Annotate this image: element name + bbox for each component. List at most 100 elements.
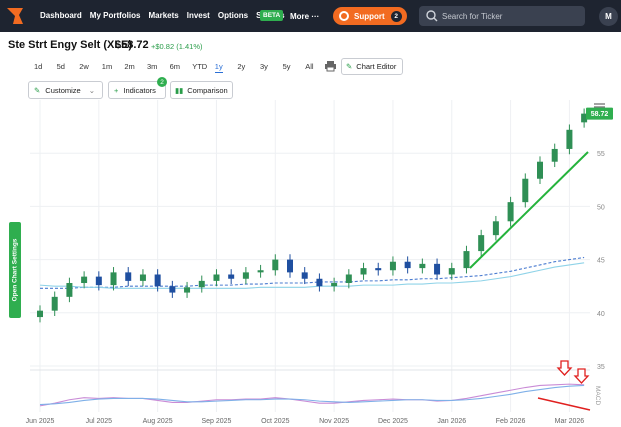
candle-body [492, 221, 499, 236]
candle-body [66, 283, 73, 297]
print-icon[interactable] [324, 59, 338, 73]
range-button[interactable]: 2y [237, 62, 246, 71]
candle-body [228, 274, 235, 279]
candle-body [345, 274, 352, 284]
indicators-badge: 2 [157, 77, 167, 87]
search-placeholder: Search for Ticker [442, 11, 503, 21]
range-button[interactable]: 2w [79, 62, 89, 71]
x-tick-label: Sep 2025 [201, 418, 231, 425]
candle-body [272, 259, 279, 271]
logo[interactable] [5, 6, 25, 26]
range-button[interactable]: YTD [192, 62, 208, 71]
x-tick-label: Jan 2026 [437, 418, 466, 425]
x-tick-label: Aug 2025 [143, 418, 173, 425]
beta-badge: BETA [260, 10, 284, 21]
y-tick-label: 35 [597, 364, 605, 371]
candle-body [37, 310, 43, 318]
candle-body [448, 268, 455, 275]
more-menu[interactable]: More ··· [290, 12, 320, 21]
customize-text: Customize [45, 85, 81, 95]
candle-body [581, 113, 588, 123]
range-button[interactable]: 3m [147, 62, 158, 71]
candle-body [184, 287, 191, 293]
candle-body [566, 129, 573, 149]
ticker-price: $58.72 [115, 39, 149, 51]
candle-body [419, 263, 426, 269]
nav-item[interactable]: Options [217, 11, 249, 20]
indicators-text: Indicators [123, 85, 156, 95]
avatar[interactable]: M [599, 7, 618, 26]
range-button[interactable]: 1y [214, 62, 223, 73]
candle-body [242, 272, 249, 279]
candle-body [375, 268, 382, 271]
candle-body [95, 276, 102, 286]
candle-body [316, 278, 323, 287]
nav-item[interactable]: My Portfolios [89, 11, 141, 20]
candle-body [360, 268, 367, 275]
chart-editor-button[interactable]: ✎ Chart Editor [341, 58, 403, 75]
candle-body [507, 202, 514, 222]
nav-item[interactable]: Dashboard [40, 11, 82, 20]
range-button[interactable]: All [305, 62, 314, 71]
x-tick-label: Mar 2026 [555, 418, 585, 425]
candle-body [81, 276, 88, 284]
candle-body [301, 272, 308, 279]
candle-body [463, 251, 470, 269]
ticker-change: +$0.82 (1.41%) [151, 42, 203, 51]
signal-line [39, 384, 585, 406]
x-tick-label: Nov 2025 [319, 418, 349, 425]
candle-body [389, 261, 396, 271]
x-tick-label: Jul 2025 [86, 418, 113, 425]
candle-body [537, 161, 543, 179]
nav-bar: Dashboard My Portfolios Markets Invest Optio… [0, 0, 621, 32]
nav-item[interactable]: Invest [186, 11, 210, 20]
range-button[interactable]: 5y [282, 62, 291, 71]
customize-button[interactable]: ✎ Customize ⌄ [28, 81, 103, 99]
candle-body [551, 148, 558, 162]
candle-body [110, 272, 117, 286]
candle-body [478, 235, 485, 252]
macd-label: MACD [594, 386, 601, 405]
macd-trend-line [537, 397, 591, 411]
candle-body [331, 283, 338, 287]
price-tag-label: 58.72 [591, 111, 609, 118]
comparison-text: Comparison [187, 85, 228, 95]
candle-body [125, 272, 132, 281]
range-button[interactable]: 1d [34, 62, 43, 71]
moving-average [39, 262, 585, 289]
nav-item[interactable]: Markets [148, 11, 179, 20]
x-tick-label: Oct 2025 [261, 418, 290, 425]
candle-body [51, 296, 58, 311]
price-tag [586, 107, 613, 120]
candle-body [434, 263, 441, 275]
range-button[interactable]: 5d [56, 62, 65, 71]
more-text: More [290, 12, 310, 21]
support-button[interactable]: Support 2 [333, 7, 407, 25]
range-button[interactable]: 1m [101, 62, 113, 71]
settings-tab[interactable]: Open Chart Settings [9, 222, 21, 318]
comparison-button[interactable]: ▮▮ Comparison [170, 81, 233, 99]
candle-body [213, 274, 220, 281]
candle-body [287, 259, 293, 273]
range-button[interactable]: 2m [124, 62, 135, 71]
support-badge: 2 [390, 10, 402, 22]
x-tick-label: Jun 2025 [26, 418, 55, 425]
range-button[interactable]: 3y [260, 62, 268, 71]
candle-body [139, 274, 146, 281]
arrow [556, 360, 573, 376]
trend-line [469, 151, 589, 269]
candle-body [198, 280, 205, 288]
candle-body [154, 274, 161, 287]
y-tick-label: 50 [597, 204, 605, 211]
search-box[interactable]: Search for Ticker [419, 6, 585, 26]
x-tick-label: Dec 2025 [378, 418, 408, 425]
candle-body [404, 261, 411, 269]
support-text: Support [354, 11, 385, 21]
moving-average [40, 256, 585, 289]
candle-body [257, 270, 264, 273]
candle-body [522, 178, 529, 203]
x-tick-label: Feb 2026 [496, 418, 526, 425]
range-button[interactable]: 6m [169, 62, 181, 71]
indicators-button[interactable]: + Indicators [108, 81, 166, 99]
